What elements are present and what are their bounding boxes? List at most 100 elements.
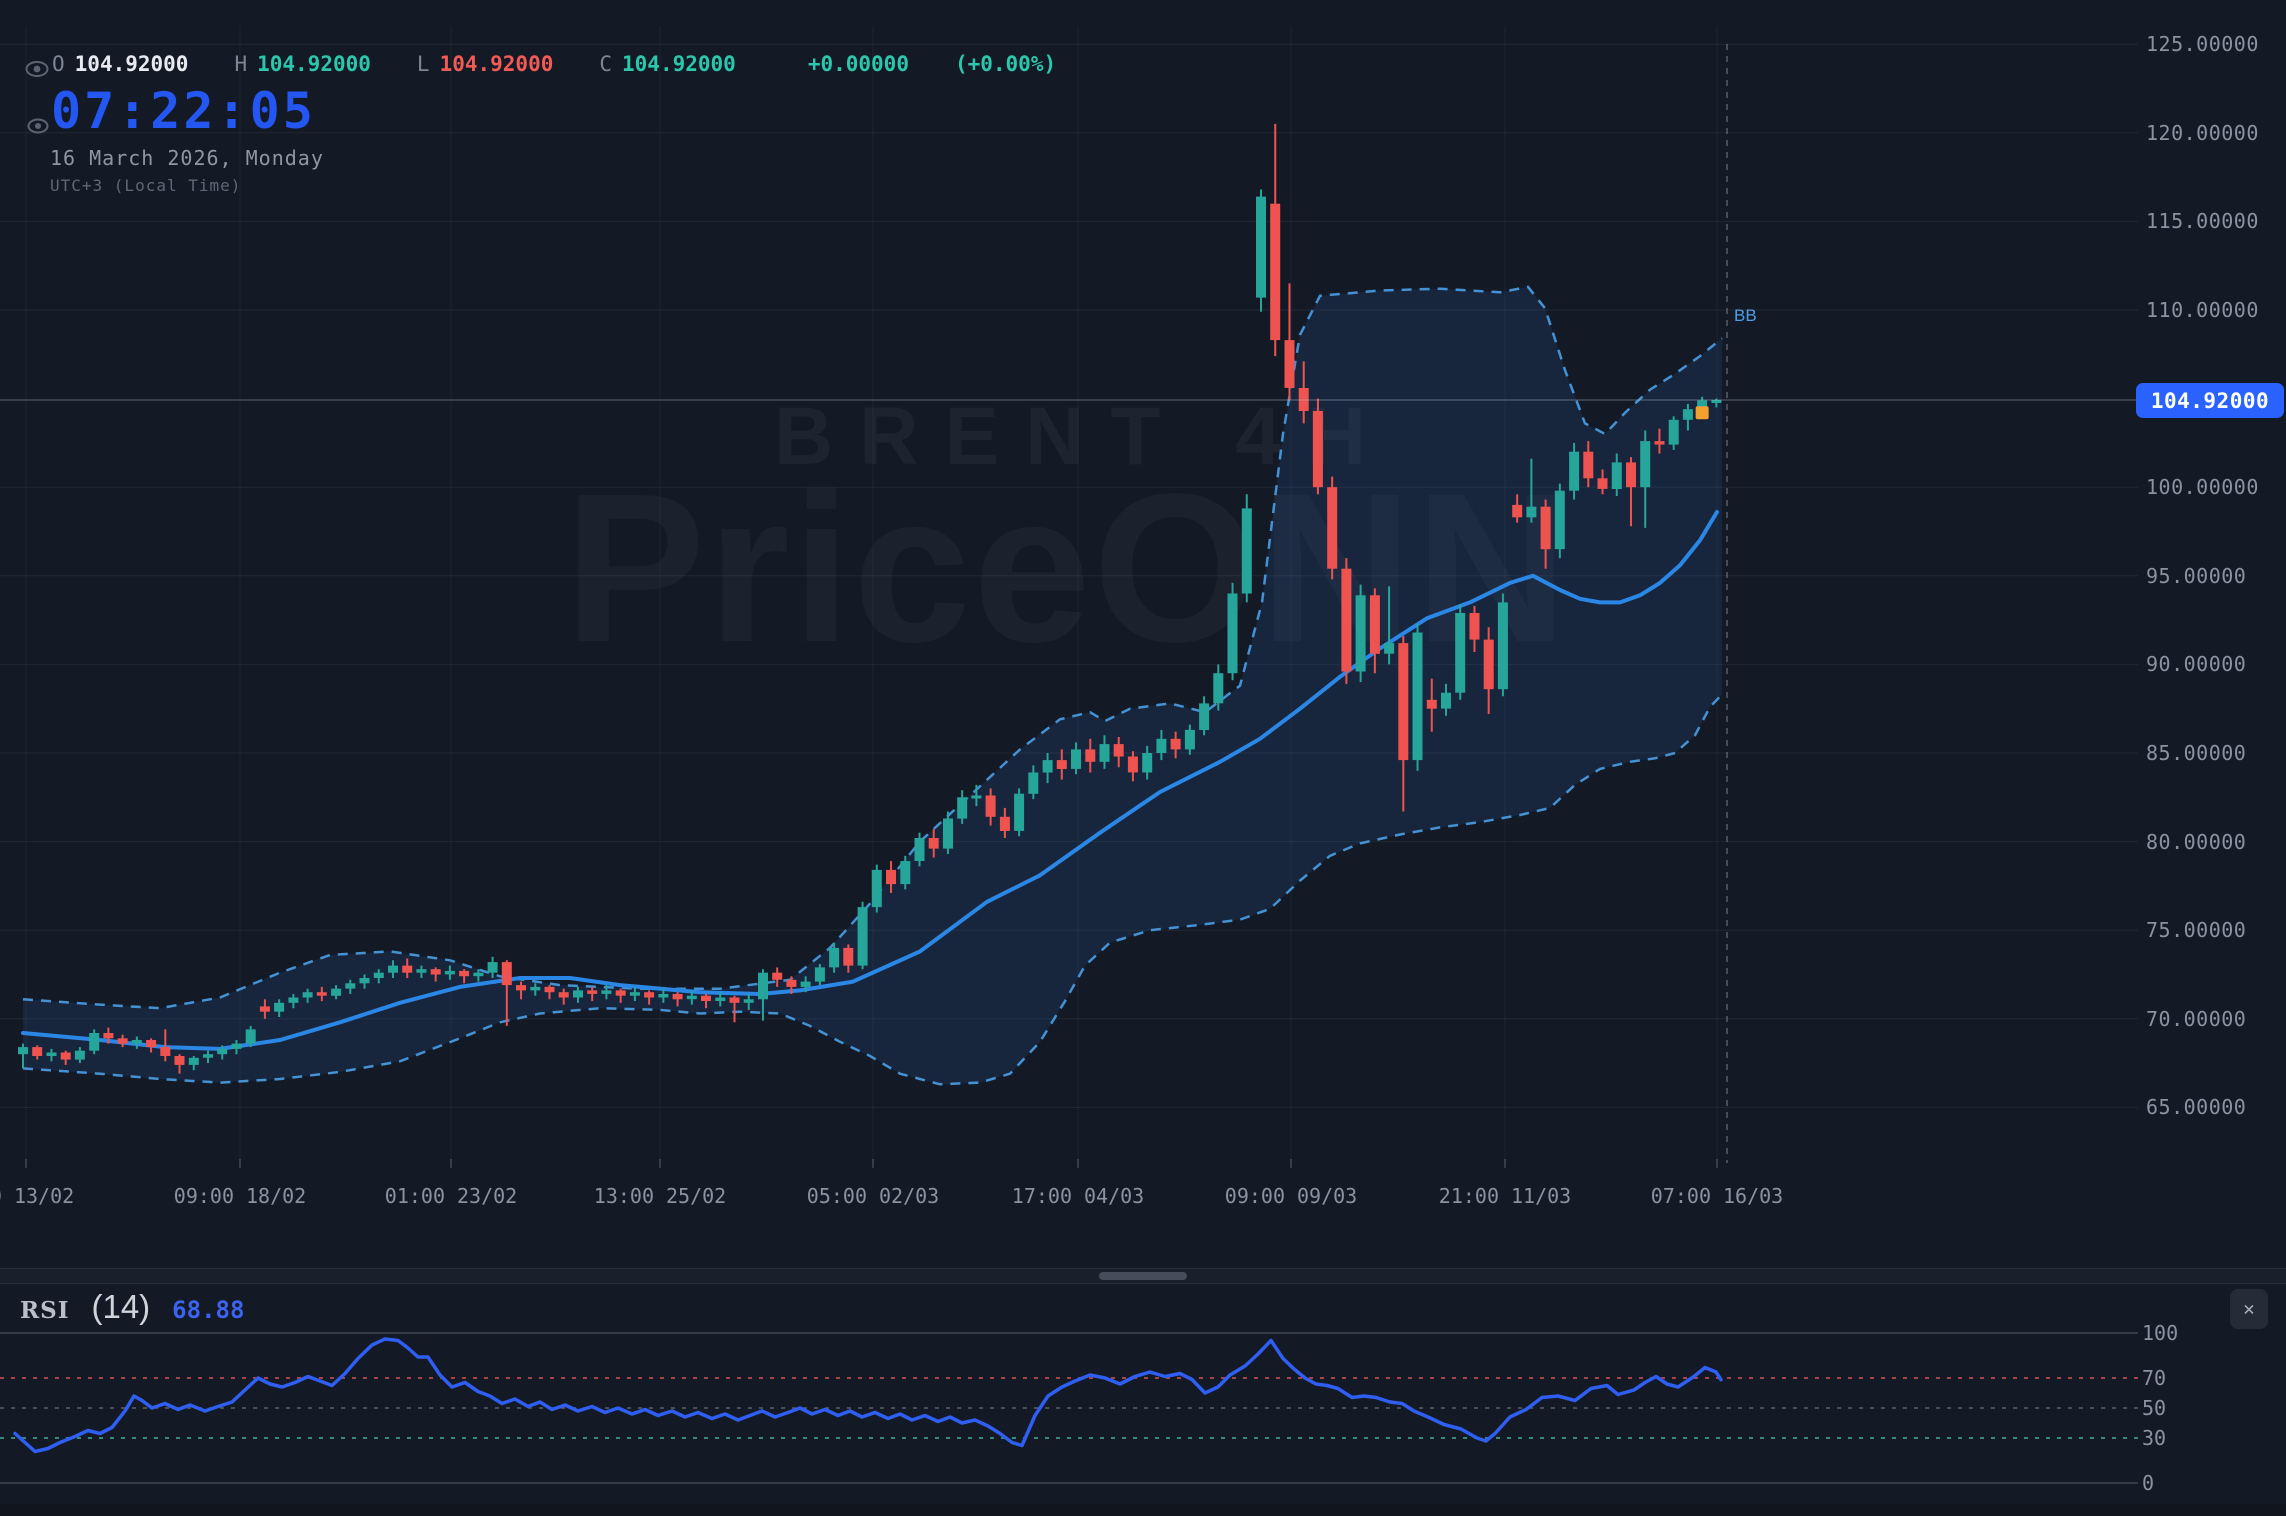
pane-resize-handle[interactable] <box>1099 1272 1187 1280</box>
candle <box>1412 632 1423 761</box>
price-axis-label: 70.00000 <box>2146 1006 2247 1031</box>
candle <box>1256 196 1266 298</box>
rsi-axis-label: 30 <box>2142 1426 2167 1450</box>
order-marker[interactable] <box>1695 406 1709 420</box>
candle <box>288 997 299 1003</box>
candle <box>573 990 583 998</box>
candle <box>629 992 640 996</box>
candle <box>231 1043 242 1049</box>
candle <box>60 1052 71 1060</box>
time-axis-label: 05:00 02/03 <box>806 1184 940 1208</box>
visibility-eye-icon[interactable] <box>27 118 51 136</box>
candle <box>1241 508 1252 594</box>
change-percent: (+0.00%) <box>954 52 1057 76</box>
price-axis-label: 85.00000 <box>2146 740 2247 765</box>
candle <box>658 994 669 998</box>
low-value: L 104.92000 <box>416 52 554 76</box>
candle <box>729 997 740 1003</box>
rsi-current-value: 68.88 <box>172 1296 245 1324</box>
candle <box>103 1033 114 1039</box>
candle <box>1199 703 1210 730</box>
candle <box>686 995 697 1000</box>
rsi-axis-label: 50 <box>2142 1396 2167 1420</box>
candle <box>1497 602 1508 690</box>
candle <box>1611 462 1622 489</box>
candle <box>672 994 683 1000</box>
price-axis-label: 125.00000 <box>2146 32 2259 57</box>
rsi-title: RSI <box>20 1297 70 1324</box>
candle <box>274 1002 285 1012</box>
candle <box>1056 760 1067 769</box>
candle <box>1526 506 1537 518</box>
candle <box>203 1054 213 1058</box>
price-axis-label: 80.00000 <box>2146 829 2247 854</box>
candle <box>444 970 455 975</box>
candle <box>46 1052 57 1056</box>
rsi-header[interactable]: RSI (14) 68.88 <box>20 1288 244 1326</box>
candle <box>1455 613 1466 693</box>
candle <box>1341 568 1352 672</box>
candle <box>701 995 711 1001</box>
time-axis-label: 13:00 25/02 <box>593 1184 727 1208</box>
candle <box>245 1029 256 1044</box>
candle <box>786 979 797 987</box>
bollinger-band <box>21 285 1723 1086</box>
rsi-close-button[interactable]: ✕ <box>2230 1289 2268 1329</box>
bb-fill <box>23 286 1722 1085</box>
candle <box>160 1047 171 1056</box>
candle <box>1099 744 1110 762</box>
candle <box>217 1048 228 1055</box>
close-value: C 104.92000 <box>599 52 736 76</box>
candle <box>174 1056 185 1065</box>
candle <box>715 997 726 1001</box>
high-value: H 104.92000 <box>234 52 371 76</box>
candle <box>1711 400 1722 403</box>
candle <box>957 797 968 819</box>
rsi-axis-label: 70 <box>2142 1366 2167 1390</box>
candle <box>1312 411 1323 488</box>
time-axis-label: 00 13/02 <box>0 1184 75 1208</box>
price-axis-label: 110.00000 <box>2146 297 2259 322</box>
symbol-watermark: BRENT 4H <box>773 391 1393 482</box>
visibility-eye-icon[interactable] <box>25 60 51 80</box>
candle <box>943 818 953 849</box>
price-axis-label: 120.00000 <box>2146 120 2259 145</box>
candle <box>131 1040 142 1044</box>
candle <box>1626 462 1636 488</box>
time-axis-label: 01:00 23/02 <box>384 1184 518 1208</box>
open-value: O 104.92000 <box>52 52 189 76</box>
candle <box>1184 729 1195 750</box>
ohlc-readout: O 104.92000 H 104.92000 L 104.92000 C 104.92… <box>52 52 1102 76</box>
candle <box>1028 772 1039 794</box>
candle <box>430 969 441 975</box>
candle <box>587 990 598 994</box>
candle <box>501 962 512 986</box>
candle <box>1398 643 1409 761</box>
candle <box>558 992 569 998</box>
candle <box>416 969 427 973</box>
price-axis-label: 75.00000 <box>2146 918 2247 943</box>
candle <box>259 1006 270 1012</box>
rsi-period: (14) <box>91 1288 151 1325</box>
candle <box>971 795 982 799</box>
candle <box>1355 595 1366 672</box>
candle <box>1682 409 1693 420</box>
candle <box>402 965 413 973</box>
time-axis-label: 07:00 16/03 <box>1650 1184 1784 1208</box>
rsi-line <box>13 1337 1723 1454</box>
candle <box>914 838 925 861</box>
candle <box>1483 639 1494 690</box>
price-axis-label: 115.00000 <box>2146 209 2259 234</box>
candle <box>117 1038 128 1044</box>
candle <box>487 962 498 973</box>
candle <box>516 985 526 991</box>
candle <box>1284 340 1295 388</box>
candle <box>1569 451 1580 491</box>
timezone-label: UTC+3 (Local Time) <box>50 176 242 195</box>
candle <box>857 907 868 966</box>
candle <box>1540 506 1551 550</box>
candle <box>188 1057 199 1065</box>
candle <box>1654 441 1665 445</box>
